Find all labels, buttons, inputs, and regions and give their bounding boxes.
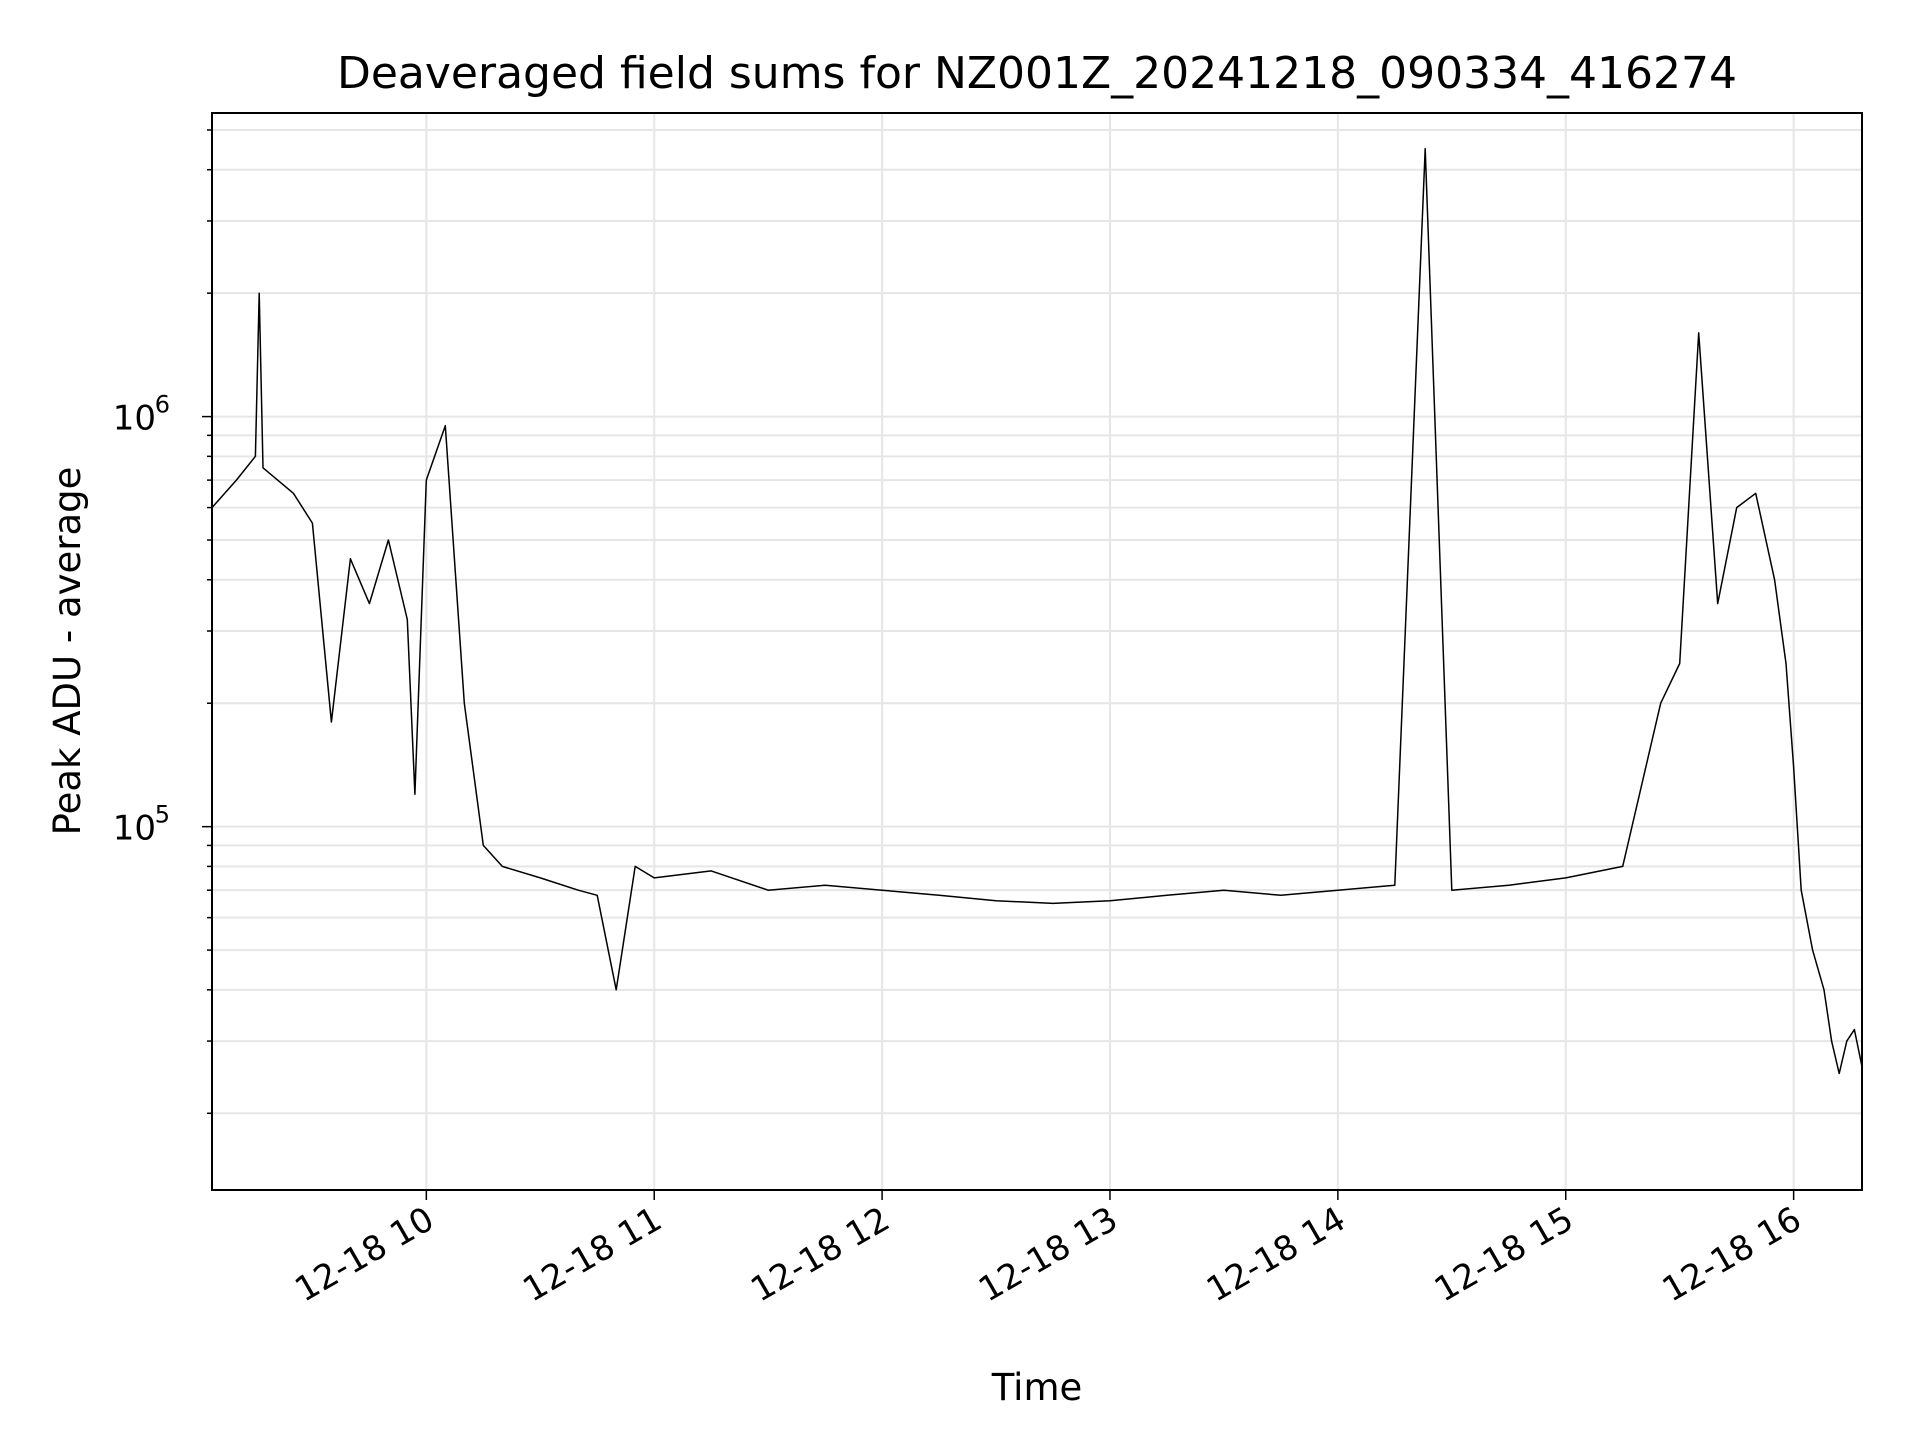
y-axis-label: Peak ADU - average: [46, 467, 89, 836]
series-line: [211, 147, 1863, 1075]
plot-area: [211, 112, 1863, 1191]
y-tick-exponent: 6: [155, 391, 170, 419]
grid: [212, 113, 1862, 1190]
y-tick-label: 10: [113, 809, 156, 849]
x-axis-label: Time: [991, 1366, 1083, 1409]
series-layer: [211, 147, 1863, 1075]
y-tick-exponent: 5: [155, 801, 170, 829]
plot-frame: [211, 112, 1863, 1191]
plot-background: [212, 113, 1862, 1190]
y-tick-label: 10: [113, 399, 156, 439]
chart-title: Deaveraged field sums for NZ001Z_2024121…: [337, 48, 1737, 99]
